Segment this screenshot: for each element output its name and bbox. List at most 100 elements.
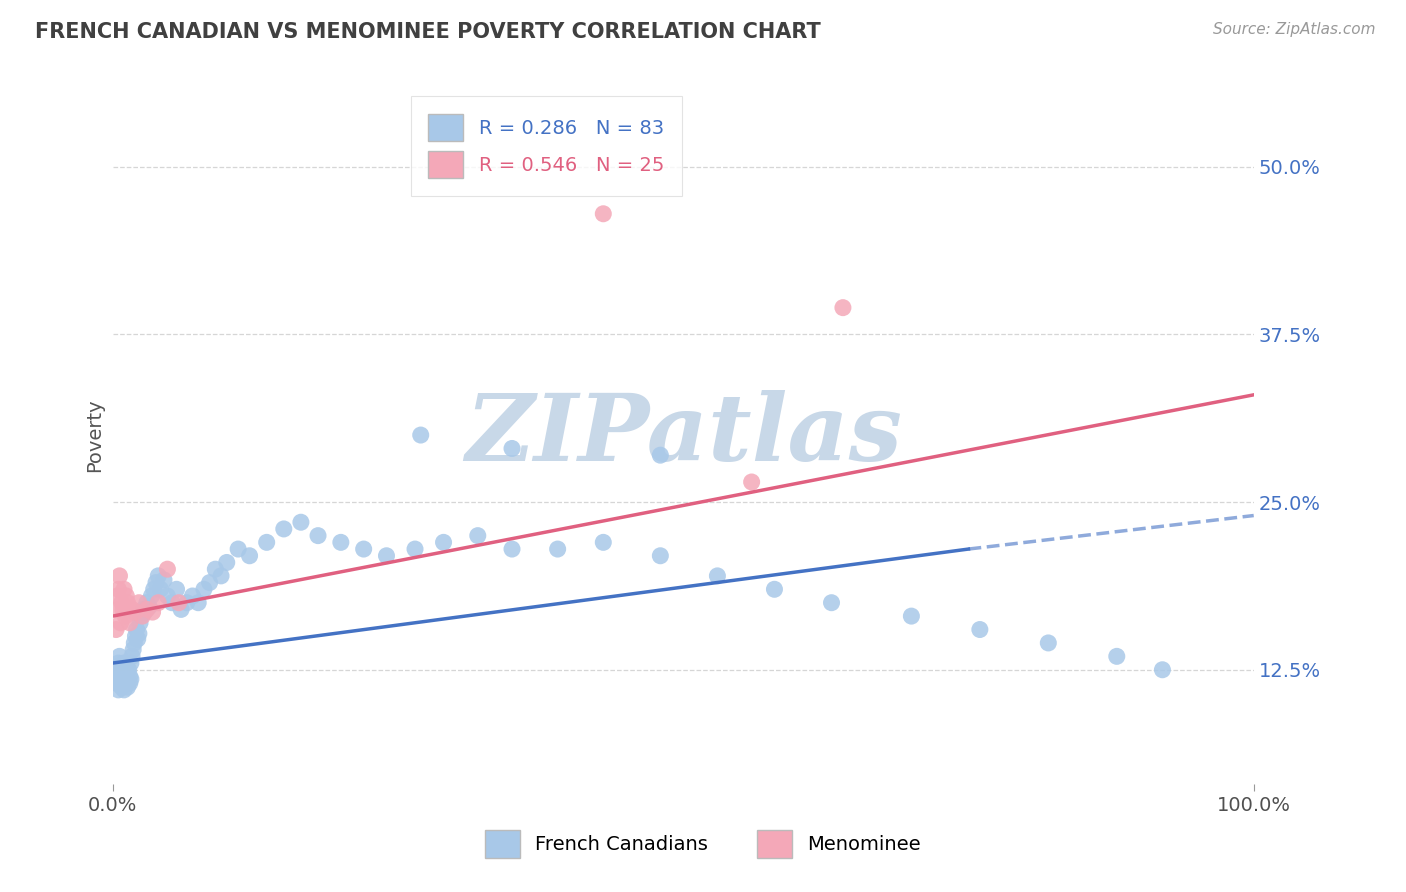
Point (105, 663, 128, 677)
Point (547, 542, 569, 557)
Point (112, 682, 135, 697)
Legend: R = 0.286   N = 83, R = 0.546   N = 25: R = 0.286 N = 83, R = 0.546 N = 25 (411, 96, 682, 196)
Point (135, 602, 157, 616)
Point (132, 602, 155, 616)
Point (117, 596, 139, 610)
Point (353, 542, 375, 557)
Point (1105, 649, 1128, 664)
Point (329, 535, 352, 549)
Point (121, 602, 143, 616)
Point (120, 672, 142, 686)
Point (170, 602, 193, 616)
Point (650, 549, 672, 563)
Point (145, 575, 167, 590)
Point (467, 528, 489, 542)
Point (141, 589, 163, 603)
Y-axis label: Poverty: Poverty (86, 398, 104, 472)
Point (125, 623, 148, 637)
Point (142, 582, 165, 597)
Point (135, 596, 157, 610)
Point (124, 636, 146, 650)
Point (153, 573, 176, 587)
Point (105, 676, 128, 690)
Point (108, 649, 131, 664)
Text: FRENCH CANADIAN VS MENOMINEE POVERTY CORRELATION CHART: FRENCH CANADIAN VS MENOMINEE POVERTY COR… (35, 22, 821, 42)
Point (108, 569, 131, 583)
Point (107, 582, 129, 597)
Point (290, 515, 312, 529)
Point (138, 599, 160, 614)
Point (404, 542, 426, 557)
Point (256, 535, 278, 549)
Point (111, 663, 134, 677)
Point (118, 676, 141, 690)
Point (209, 569, 232, 583)
Point (741, 475, 763, 489)
Point (1038, 636, 1060, 650)
Point (115, 589, 138, 603)
Point (204, 562, 226, 576)
Point (763, 582, 786, 597)
Point (160, 596, 183, 610)
Point (375, 549, 398, 563)
Point (156, 589, 179, 603)
Point (107, 656, 129, 670)
Point (128, 626, 150, 640)
Point (650, 448, 672, 462)
Point (176, 596, 198, 610)
Point (307, 528, 329, 542)
Point (128, 596, 150, 610)
Point (112, 656, 135, 670)
Point (115, 676, 138, 690)
Point (127, 632, 149, 646)
Point (121, 649, 143, 664)
Point (111, 602, 134, 616)
Point (124, 605, 146, 619)
Point (114, 666, 136, 681)
Point (118, 615, 141, 630)
Point (273, 522, 295, 536)
Point (900, 609, 922, 624)
Point (832, 301, 855, 315)
Text: ZIPatlas: ZIPatlas (464, 390, 901, 480)
Point (114, 672, 136, 686)
Point (112, 582, 135, 597)
Point (432, 535, 454, 549)
Point (148, 596, 170, 610)
Legend: French Canadians, Menominee: French Canadians, Menominee (470, 814, 936, 873)
Point (114, 609, 136, 624)
Point (167, 596, 190, 610)
Point (124, 629, 146, 643)
Point (166, 582, 188, 597)
Point (111, 676, 134, 690)
Point (592, 207, 614, 221)
Point (969, 623, 991, 637)
Point (105, 623, 128, 637)
Point (198, 575, 221, 590)
Point (107, 602, 129, 616)
Point (110, 658, 132, 673)
Point (129, 615, 152, 630)
Point (110, 615, 132, 630)
Point (181, 589, 204, 603)
Point (156, 562, 179, 576)
Point (134, 605, 156, 619)
Point (215, 556, 238, 570)
Point (111, 680, 134, 694)
Point (148, 569, 170, 583)
Point (117, 672, 139, 686)
Text: Source: ZipAtlas.com: Source: ZipAtlas.com (1212, 22, 1375, 37)
Point (193, 582, 215, 597)
Point (501, 442, 523, 456)
Point (501, 542, 523, 557)
Point (115, 658, 138, 673)
Point (226, 542, 249, 557)
Point (131, 609, 153, 624)
Point (110, 672, 132, 686)
Point (118, 669, 141, 683)
Point (107, 682, 129, 697)
Point (117, 680, 139, 694)
Point (187, 596, 209, 610)
Point (592, 535, 614, 549)
Point (117, 663, 139, 677)
